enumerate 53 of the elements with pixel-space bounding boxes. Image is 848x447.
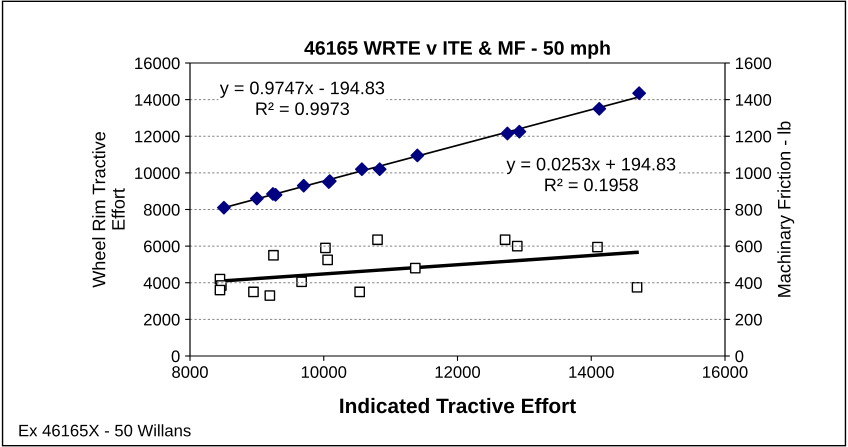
y-tick-label: 8000 <box>144 204 180 216</box>
annotation: y = 0.0253x + 194.83 R² = 0.1958 <box>506 158 676 192</box>
point <box>632 86 646 100</box>
point <box>354 286 366 298</box>
y2-tick-label: 1000 <box>736 167 772 180</box>
point <box>322 254 333 266</box>
point <box>214 284 226 296</box>
y-tick-label: 2000 <box>144 314 180 326</box>
x-tick-label: 14000 <box>569 366 614 378</box>
x-axis-title: Indicated Tractive Effort <box>340 398 576 414</box>
point <box>632 282 642 293</box>
y2-tick-label: 1400 <box>736 94 772 106</box>
point <box>248 286 259 298</box>
y-tick-label: 0 <box>172 350 180 362</box>
y-tick-label: 16000 <box>135 57 180 70</box>
point <box>500 234 510 246</box>
x-tick-label: 10000 <box>302 366 346 378</box>
y2-tick-label: 0 <box>735 350 744 362</box>
point <box>410 148 424 162</box>
y-tick-label: 14000 <box>135 94 180 106</box>
annotation: y = 0.9747x - 194.83 R² = 0.9973 <box>220 82 384 116</box>
x-tick-label: 12000 <box>436 366 480 378</box>
point <box>500 126 514 140</box>
point <box>354 162 369 176</box>
y-tick-label: 4000 <box>144 277 180 289</box>
x-tick-label: 8000 <box>172 366 208 378</box>
point <box>512 240 523 252</box>
point <box>296 178 311 193</box>
point <box>372 162 387 176</box>
y2-tick-label: 800 <box>735 204 762 216</box>
text: Ex 46165X - 50 Willans <box>19 424 191 436</box>
y2-tick-label: 200 <box>736 314 762 326</box>
y-axis-title: Wheel Rim Tractive Effort <box>92 132 125 288</box>
y2-tick-label: 600 <box>736 240 762 252</box>
y2-tick-label: 1200 <box>736 130 772 142</box>
y2-tick-label: 400 <box>735 277 762 289</box>
y-tick-label: 12000 <box>135 130 180 142</box>
chart-title: 46165 WRTE v ITE & MF - 50 mph <box>304 40 610 59</box>
y-tick-label: 10000 <box>135 167 180 180</box>
point <box>264 290 276 301</box>
point <box>592 242 603 252</box>
point <box>250 192 264 206</box>
y2-tick-label: 1600 <box>736 57 772 70</box>
point <box>592 102 606 116</box>
point <box>512 124 526 139</box>
point <box>320 242 331 254</box>
x-tick-label: 16000 <box>703 366 748 378</box>
point <box>268 250 279 261</box>
y2-axis-title: Machinary Friction - lb <box>777 121 794 297</box>
y-tick-label: 6000 <box>144 240 180 252</box>
point <box>410 262 421 274</box>
point <box>217 200 231 215</box>
point <box>372 234 383 246</box>
